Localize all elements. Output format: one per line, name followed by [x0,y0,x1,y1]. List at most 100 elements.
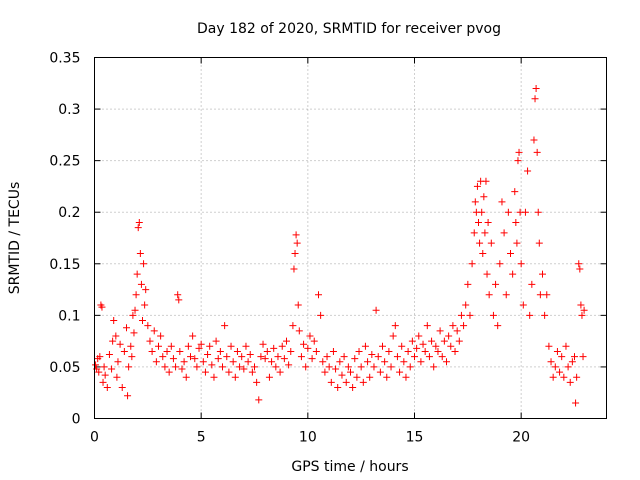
data-point [578,311,586,319]
data-point [105,351,113,359]
data-point [417,358,425,366]
y-axis-label: SRMTID / TECUs [7,182,23,295]
data-point [514,157,522,165]
data-point [404,347,412,355]
data-point [141,301,149,309]
data-point [134,224,142,232]
data-point [396,368,404,376]
data-point [535,239,543,247]
data-point [201,368,209,376]
data-point [374,353,382,361]
data-point [547,358,555,366]
x-tick-label: 10 [299,430,317,446]
data-point [338,371,346,379]
data-point [543,291,551,299]
data-point [240,365,248,373]
data-point [391,322,399,330]
y-tick-label: 0.2 [58,205,80,221]
data-point [468,260,476,268]
data-point [428,337,436,345]
data-point [139,317,146,325]
data-point [381,358,389,366]
data-point [566,378,574,386]
data-point [385,347,393,355]
data-point [135,219,143,227]
data-point [140,260,148,268]
data-point [127,342,135,350]
data-point [370,363,378,371]
axis-ticks [94,57,607,419]
data-point [251,363,258,371]
data-point [528,280,536,288]
data-point [321,368,329,376]
data-point [580,306,588,314]
data-point [150,327,158,335]
data-point [553,347,561,355]
y-tick-label: 0.35 [49,51,80,67]
data-point [466,311,474,319]
data-point [113,373,121,381]
data-point [227,342,235,350]
data-point [415,332,423,340]
data-point [199,358,207,366]
data-point [419,340,427,348]
data-point [148,347,156,355]
data-point [255,396,263,404]
data-point [453,327,461,335]
data-point [169,355,177,363]
data-point [159,353,167,361]
data-point [536,291,544,299]
data-point [398,342,406,350]
data-point [432,342,440,350]
data-point [304,344,312,352]
data-point [125,363,133,371]
data-point [562,342,570,350]
data-point [130,329,138,337]
data-point [366,373,374,381]
data-point [521,208,529,216]
data-point [406,363,414,371]
data-point [315,291,322,299]
data-point [132,291,140,299]
data-point [219,363,226,371]
data-point [233,347,241,355]
data-point [174,291,182,299]
data-point [560,373,568,381]
y-tick-label: 0.25 [49,154,80,170]
data-point [152,358,160,366]
data-point [261,355,269,363]
data-point [539,270,546,278]
data-point [351,355,359,363]
data-point [462,301,470,309]
data-point [248,368,256,376]
data-point [349,384,357,392]
data-point [526,311,534,319]
data-point [231,373,239,381]
data-point [372,306,380,314]
data-point [253,378,261,386]
chart-title: Day 182 of 2020, SRMTID for receiver pvo… [197,21,501,37]
x-tick-label: 15 [406,430,424,446]
data-point [285,361,293,369]
data-point [524,167,532,175]
y-tick-label: 0.3 [58,102,80,118]
data-point [297,353,305,361]
y-tick-label: 0 [72,412,81,428]
data-points [92,84,588,407]
data-point [511,188,519,196]
data-point [280,355,288,363]
data-point [359,378,367,386]
data-point [393,353,401,361]
data-point [308,355,316,363]
data-point [246,351,254,359]
data-point [242,342,250,350]
data-point [172,363,180,371]
data-point [146,337,154,345]
data-point [425,353,433,361]
data-point [295,327,303,335]
data-point [116,340,124,348]
data-point [423,322,431,330]
data-point [445,332,453,340]
data-point [325,363,333,371]
